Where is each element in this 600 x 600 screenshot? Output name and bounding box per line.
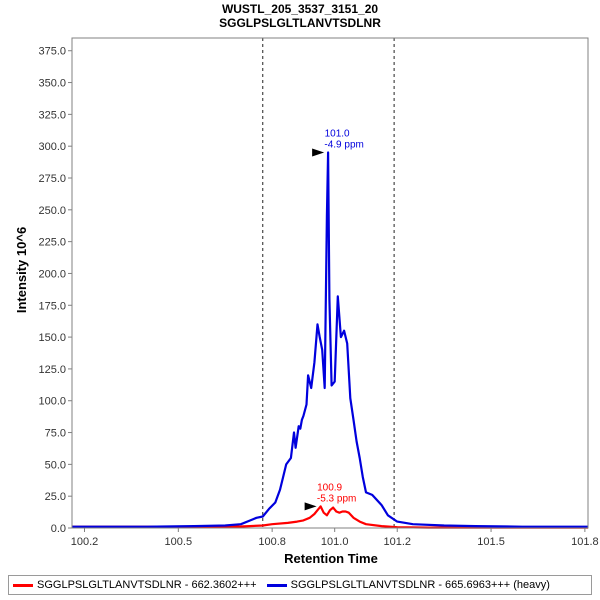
peak-label-rt-0: 101.0 [325,129,350,140]
x-tick-label-1: 100.5 [165,536,193,548]
y-tick-label-2: 50.0 [45,459,66,471]
legend-label-heavy: SGGLPSLGLTLANVTSDLNR - 665.6963+++ (heav… [290,579,550,591]
chart-title: WUSTL_205_3537_3151_20 [221,2,379,16]
x-tick-label-3: 101.0 [321,536,349,548]
x-tick-label-4: 101.2 [383,536,411,548]
y-tick-label-5: 125.0 [38,364,66,376]
y-axis-label: Intensity 10^6 [14,227,29,313]
y-tick-label-1: 25.0 [45,491,66,503]
y-tick-label-7: 175.0 [38,300,66,312]
plot-frame [71,37,589,529]
y-tick-label-6: 150.0 [38,332,66,344]
peak-label-rt-1: 100.9 [317,482,342,493]
series-line-1 [72,151,588,528]
y-tick-label-9: 225.0 [38,237,66,249]
x-tick-label-5: 101.5 [477,536,505,548]
axis-layer: 0.0 25.0 50.0 75.0 100.0 125.0 150.0 175.0 200.0… [38,37,599,548]
y-tick-label-4: 100.0 [38,396,66,408]
legend-label-light: SGGLPSLGLTLANVTSDLNR - 662.3602+++ [37,579,257,591]
legend-item-light: SGGLPSLGLTLANVTSDLNR - 662.3602+++ [13,579,257,591]
y-tick-label-0: 0.0 [51,523,66,535]
peak-marker-0 [312,148,325,157]
y-tick-label-3: 75.0 [45,428,66,440]
y-tick-label-14: 350.0 [38,78,66,90]
y-tick-label-10: 250.0 [38,205,66,217]
y-tick-label-12: 300.0 [38,141,66,153]
y-tick-label-15: 375.0 [38,46,66,58]
legend-swatch-heavy [266,583,287,587]
legend-swatch-light [13,583,33,587]
peak-label-ppm-0: -4.9 ppm [324,140,363,151]
x-tick-label-2: 100.8 [258,536,286,548]
x-tick-label-6: 101.8 [571,536,599,548]
y-tick-label-11: 275.0 [38,173,66,185]
series-layer [72,151,588,529]
chart-subtitle: SGGLPSLGLTLANVTSDLNR [219,16,381,30]
legend-item-heavy: SGGLPSLGLTLANVTSDLNR - 665.6963+++ (heav… [266,579,550,591]
peak-marker-1 [304,502,317,511]
y-tick-label-8: 200.0 [38,268,66,280]
y-tick-label-13: 325.0 [38,109,66,121]
legend: SGGLPSLGLTLANVTSDLNR - 662.3602+++ SGGLP… [8,575,592,595]
x-axis-label: Retention Time [284,551,378,566]
series-line-0 [72,505,588,529]
annotation-layer: 101.0-4.9 ppm 100.9-5.3 ppm [304,129,364,511]
x-tick-label-0: 100.2 [71,536,99,548]
boundary-lines [262,38,395,528]
peak-label-ppm-1: -5.3 ppm [317,493,356,504]
